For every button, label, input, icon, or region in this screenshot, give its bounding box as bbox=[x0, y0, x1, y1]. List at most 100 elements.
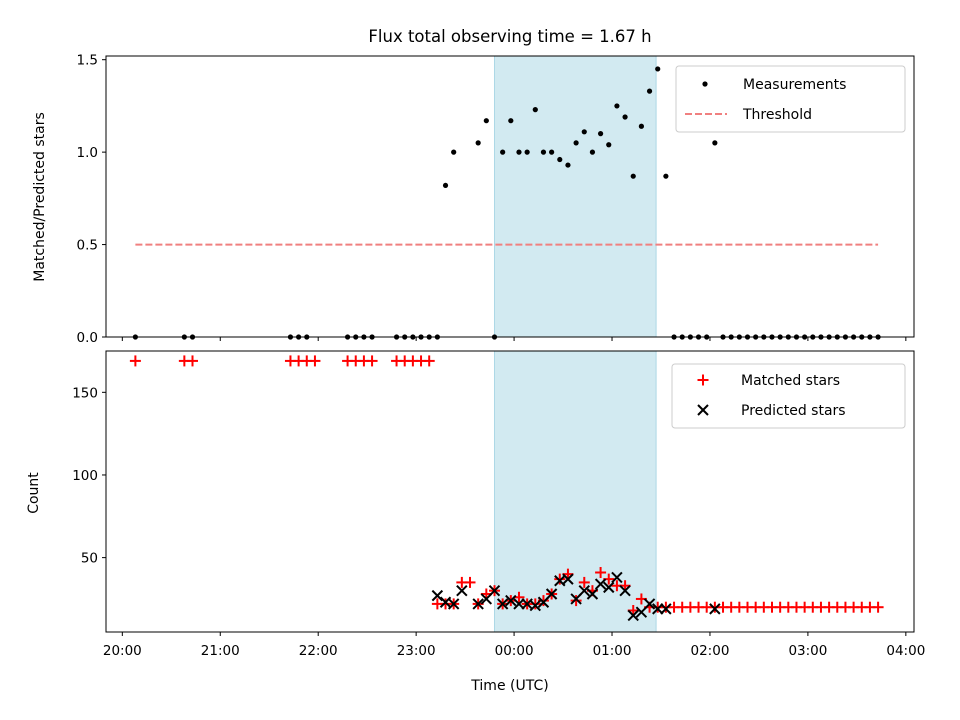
predicted-star-point bbox=[447, 598, 460, 610]
measurement-point bbox=[516, 149, 522, 155]
measurement-point bbox=[532, 107, 538, 113]
measurement-point bbox=[655, 66, 661, 72]
measurement-point bbox=[508, 118, 514, 124]
matched-star-point bbox=[570, 595, 582, 607]
legend-predicted-label: Predicted stars bbox=[741, 403, 846, 419]
predicted-star-point bbox=[472, 598, 484, 610]
top-y-ticks: 0.0 0.5 1.0 1.5 bbox=[77, 53, 106, 346]
predicted-star-point bbox=[529, 599, 542, 612]
matched-star-point bbox=[187, 355, 199, 367]
bottom-y-axis-label: Count bbox=[26, 472, 42, 514]
x-tick-label-5: 01:00 bbox=[593, 643, 632, 659]
x-tick-label-6: 02:00 bbox=[691, 643, 730, 659]
x-tick-label-3: 23:00 bbox=[397, 643, 436, 659]
bottom-x-ticks: 20:00 21:00 22:00 23:00 00:00 01:00 02:00 03:00… bbox=[103, 632, 925, 659]
legend-matched-label: Matched stars bbox=[741, 373, 840, 389]
predicted-star-point bbox=[619, 584, 631, 597]
bottom-axes-frame bbox=[105, 350, 915, 633]
matched-star-point bbox=[595, 566, 607, 578]
measurement-point bbox=[646, 88, 653, 94]
predicted-star-point bbox=[431, 589, 444, 602]
top-axes-frame bbox=[105, 55, 915, 338]
top-legend-box bbox=[675, 65, 906, 133]
bottom-panel: 50 100 150 20:00 21:00 22:00 23:00 00:00 01:00 0… bbox=[26, 350, 925, 694]
bottom-legend: Matched stars Predicted stars bbox=[671, 363, 906, 429]
matched-star-point bbox=[464, 576, 476, 588]
predicted-star-point bbox=[709, 603, 721, 615]
measurement-point bbox=[573, 140, 579, 146]
bottom-y-tick-label-0: 50 bbox=[81, 551, 98, 567]
x-tick-label-7: 03:00 bbox=[788, 643, 827, 659]
top-y-tick-label-0: 0.0 bbox=[77, 330, 98, 346]
bottom-data-layer bbox=[129, 355, 884, 622]
top-y-axis-label: Matched/Predicted stars bbox=[32, 112, 48, 282]
measurement-point bbox=[614, 103, 620, 109]
matched-star-point bbox=[578, 576, 590, 588]
measurement-point bbox=[606, 142, 612, 148]
predicted-star-point bbox=[505, 594, 517, 607]
matched-star-point bbox=[366, 355, 378, 367]
x-tick-label-4: 00:00 bbox=[495, 643, 534, 659]
legend-matched-marker bbox=[697, 374, 709, 386]
measurement-point bbox=[549, 149, 555, 155]
measurement-point bbox=[524, 149, 530, 155]
bottom-y-tick-label-2: 150 bbox=[72, 385, 98, 401]
matched-star-point bbox=[872, 601, 884, 613]
bottom-observing-window-shade bbox=[493, 350, 657, 633]
predicted-star-point bbox=[627, 609, 639, 622]
predicted-star-point bbox=[652, 603, 664, 615]
predicted-star-point bbox=[513, 598, 525, 610]
measurement-point bbox=[500, 149, 506, 155]
top-y-tick-label-1: 0.5 bbox=[77, 238, 98, 254]
matched-star-point bbox=[309, 355, 321, 367]
matched-star-point bbox=[529, 598, 541, 610]
matched-star-point bbox=[129, 355, 141, 367]
top-panel: 0.0 0.5 1.0 1.5 Flux total observing time =… bbox=[32, 27, 915, 346]
measurement-point bbox=[565, 162, 571, 168]
matched-star-point bbox=[554, 573, 566, 585]
measurement-point bbox=[581, 129, 587, 135]
measurement-point bbox=[638, 123, 645, 129]
x-tick-label-0: 20:00 bbox=[103, 643, 142, 659]
predicted-star-point bbox=[611, 571, 623, 584]
predicted-star-point bbox=[594, 578, 607, 590]
predicted-star-point bbox=[496, 598, 509, 610]
measurement-point bbox=[589, 149, 596, 155]
measurement-point bbox=[557, 156, 563, 163]
measurement-point bbox=[663, 173, 669, 179]
top-legend: Measurements Threshold bbox=[675, 65, 906, 133]
predicted-star-point bbox=[586, 588, 599, 600]
measurement-point bbox=[622, 114, 628, 120]
predicted-star-point bbox=[660, 603, 672, 615]
measurement-point bbox=[597, 131, 604, 137]
top-y-tick-label-2: 1.0 bbox=[77, 145, 98, 161]
bottom-y-ticks: 50 100 150 bbox=[72, 385, 106, 567]
measurement-point bbox=[483, 118, 489, 124]
measurement-point bbox=[712, 140, 718, 146]
bottom-y-tick-label-1: 100 bbox=[72, 468, 98, 484]
top-observing-window-shade bbox=[493, 55, 657, 338]
predicted-star-point bbox=[643, 598, 656, 610]
matched-star-point bbox=[423, 355, 435, 367]
predicted-star-point bbox=[603, 581, 615, 594]
measurement-point bbox=[451, 149, 457, 155]
bottom-legend-box bbox=[671, 363, 906, 429]
measurement-point bbox=[540, 149, 547, 155]
legend-predicted-marker bbox=[697, 404, 709, 416]
predicted-star-point bbox=[562, 573, 574, 585]
predicted-star-point bbox=[545, 588, 558, 600]
x-tick-label-2: 22:00 bbox=[299, 643, 338, 659]
chart-title: Flux total observing time = 1.67 h bbox=[368, 27, 651, 46]
top-y-tick-label-3: 1.5 bbox=[77, 53, 98, 69]
predicted-star-point bbox=[488, 584, 501, 597]
legend-measurements-marker bbox=[702, 81, 708, 87]
x-tick-label-1: 21:00 bbox=[201, 643, 240, 659]
top-x-ticks bbox=[121, 337, 907, 341]
measurement-point bbox=[475, 140, 481, 146]
predicted-star-point bbox=[456, 584, 468, 597]
predicted-star-point bbox=[578, 584, 590, 597]
measurement-point bbox=[630, 173, 636, 179]
legend-threshold-label: Threshold bbox=[742, 107, 812, 123]
measurement-point bbox=[442, 182, 449, 189]
